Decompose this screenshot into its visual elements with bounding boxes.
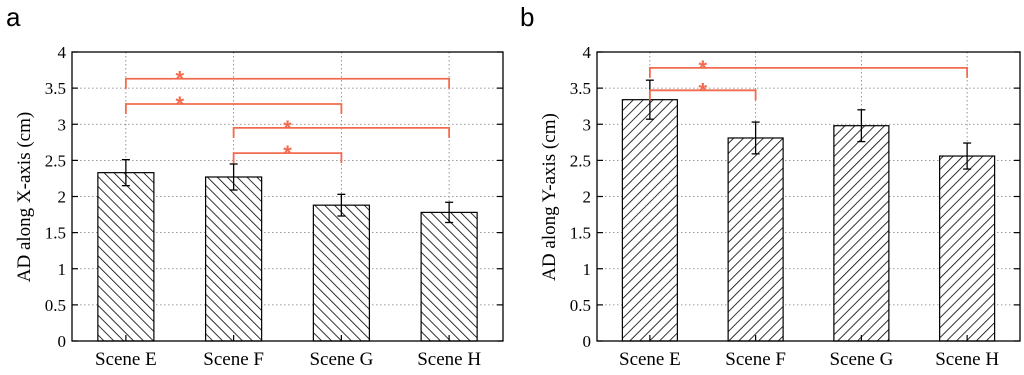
- y-tick-label: 2.5: [45, 151, 66, 170]
- bar-scene-h: [939, 155, 996, 342]
- bar-scene-e: [97, 172, 155, 342]
- bar-scene-f: [727, 137, 784, 342]
- y-tick-label: 2: [583, 188, 592, 207]
- y-tick-label: 1.5: [570, 224, 591, 243]
- significance-star: *: [283, 141, 292, 166]
- significance-star: *: [283, 116, 292, 141]
- y-tick-label: 0: [58, 332, 67, 351]
- y-tick-label: 2.5: [570, 151, 591, 170]
- bar-scene-g: [312, 204, 370, 342]
- y-tick-label: 0: [583, 332, 592, 351]
- significance-bracket: [232, 126, 451, 138]
- y-axis-title-a: AD along X-axis (cm): [14, 112, 35, 282]
- panel-label-a: a: [6, 2, 21, 32]
- y-tick-label: 1: [58, 260, 67, 279]
- y-tick-label: 3: [58, 115, 67, 134]
- y-axis-title-b: AD along Y-axis (cm): [539, 113, 560, 281]
- y-tick-label: 4: [58, 43, 67, 62]
- significance-bracket: [124, 103, 343, 115]
- y-tick-label: 3: [583, 115, 592, 134]
- y-tick-label: 4: [583, 43, 592, 62]
- y-tick-label: 2: [58, 188, 67, 207]
- x-category-label: Scene F: [725, 349, 786, 370]
- significance-star: *: [175, 92, 184, 117]
- x-category-label: Scene H: [935, 349, 999, 370]
- y-tick-label: 3.5: [45, 79, 66, 98]
- x-category-label: Scene E: [95, 349, 157, 370]
- significance-star: *: [698, 78, 707, 103]
- bar-scene-g: [833, 125, 890, 342]
- significance-star: *: [175, 67, 184, 92]
- x-category-label: Scene G: [309, 349, 373, 370]
- y-tick-label: 0.5: [570, 296, 591, 315]
- y-tick-label: 3.5: [570, 79, 591, 98]
- chart-panel-b: b AD along Y-axis (cm) ** 0 0.5 1 1.5 2 2.5 3 3.…: [520, 2, 1021, 370]
- significance-star: *: [698, 56, 707, 81]
- chart-panel-a: a AD along X-axis (cm) ****00.511.522.53…: [6, 2, 504, 370]
- significance-bracket: [648, 89, 757, 101]
- y-tick-label: 0.5: [45, 296, 66, 315]
- significance-bracket: [648, 66, 969, 78]
- x-category-label: Scene F: [203, 349, 264, 370]
- x-category-label: Scene E: [619, 349, 681, 370]
- x-category-label: Scene H: [417, 349, 481, 370]
- panel-label-b: b: [520, 2, 534, 32]
- y-tick-label: 1.5: [45, 224, 66, 243]
- significance-bracket: [232, 152, 343, 164]
- y-tick-label: 1: [583, 260, 592, 279]
- bar-scene-e: [621, 99, 678, 342]
- bar-scene-h: [420, 211, 478, 342]
- x-category-label: Scene G: [829, 349, 893, 370]
- significance-bracket: [124, 77, 451, 89]
- bar-scene-f: [205, 176, 263, 342]
